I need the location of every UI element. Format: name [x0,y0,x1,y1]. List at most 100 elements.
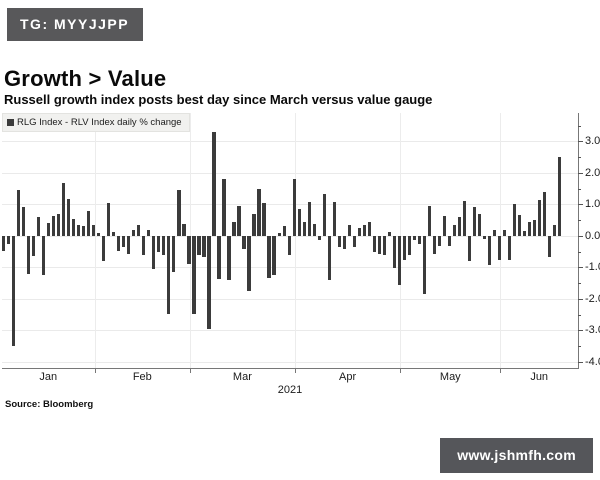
plot-area [2,113,578,368]
daily-change-bar [412,235,416,241]
daily-change-bar [17,190,21,236]
daily-change-bar [487,235,492,265]
daily-change-bar [212,131,216,236]
y-axis-major-tick [578,172,583,174]
daily-change-bar [317,235,321,241]
watermark-label: www.jshmfh.com [457,447,576,463]
daily-change-bar [187,235,191,265]
page-subtitle: Russell growth index posts best day sinc… [4,92,433,107]
daily-change-bar [517,215,522,236]
daily-change-bar [392,235,396,269]
horizontal-gridline [2,204,578,206]
y-axis-minor-tick [578,157,581,159]
daily-change-bar [117,235,121,252]
daily-change-bar [497,235,502,261]
horizontal-gridline [2,361,578,363]
horizontal-gridline [2,172,578,174]
x-axis-year-label: 2021 [277,384,303,396]
month-gridline [295,113,296,368]
daily-change-bar [197,235,201,256]
daily-change-bar [67,198,71,236]
daily-change-bar [547,235,552,258]
daily-change-bar [87,210,91,236]
y-axis-major-tick [578,330,583,332]
y-axis-major-tick [578,361,583,363]
y-axis-tick-label: -3.00 [585,324,600,337]
daily-change-bar [402,235,406,261]
y-axis-tick-label: -2.00 [585,292,600,305]
daily-change-bar [442,216,446,236]
daily-change-bar [462,200,467,236]
daily-change-bar [177,189,181,236]
watermark-badge: www.jshmfh.com [440,438,593,473]
daily-change-bar [2,235,6,252]
daily-change-bar [57,213,61,236]
x-axis-month-label: Jun [530,371,549,383]
daily-change-bar [552,225,557,236]
daily-change-bar [522,231,527,236]
x-axis-month-label: Jan [39,371,58,383]
daily-change-bar [322,193,326,236]
daily-change-bar [7,235,11,244]
legend-label: RLG Index - RLV Index daily % change [17,117,182,128]
horizontal-gridline [2,298,578,300]
daily-change-bar [432,235,436,254]
daily-change-bar [542,192,547,236]
daily-change-bar [137,225,141,236]
daily-change-bar [182,223,186,236]
daily-change-bar [527,222,532,236]
y-axis-major-tick [578,235,583,237]
daily-change-bar [32,235,36,257]
y-axis-tick-label: 2.00 [585,166,600,179]
y-axis-major-tick [578,267,583,269]
daily-change-bar [382,235,386,255]
y-axis-major-tick [578,298,583,300]
daily-change-bar [247,235,251,291]
x-axis-month-label: Apr [339,371,357,383]
legend-swatch-icon [7,119,14,126]
daily-change-bar [102,235,106,261]
daily-change-bar [477,213,482,236]
x-axis-month-label: May [439,371,461,383]
daily-change-bar [192,235,196,315]
daily-change-bar [287,235,291,256]
daily-change-bar [482,235,487,239]
daily-change-bar [422,235,426,294]
y-axis-tick-label: -4.00 [585,355,600,368]
daily-change-bar [47,223,51,236]
chart-legend: RLG Index - RLV Index daily % change [2,113,190,132]
x-axis-month-label: Mar [232,371,252,383]
x-axis-line [2,368,579,369]
daily-change-bar [222,179,226,236]
x-axis-month-tick [400,369,402,373]
month-gridline [94,113,96,368]
y-axis-minor-tick [578,314,581,316]
daily-change-bar [262,203,266,236]
daily-change-bar [512,203,517,236]
daily-change-bar [357,227,361,236]
y-axis-tick-label: 0.00 [585,229,600,242]
daily-change-bar [22,207,26,236]
daily-change-bar [82,226,86,236]
daily-change-bar [342,235,346,249]
daily-change-bar [397,235,401,286]
source-label: Source: Bloomberg [5,399,94,410]
daily-change-bar [292,179,296,236]
y-axis-minor-tick [578,251,581,253]
x-axis-month-label: Feb [132,371,152,383]
daily-change-bar [332,201,336,236]
y-axis-tick-label: 3.00 [585,135,600,148]
daily-change-bar [492,229,497,236]
daily-change-bar [532,219,537,236]
daily-change-bar [277,232,281,236]
daily-change-bar [27,235,31,274]
daily-change-bar [447,235,451,246]
daily-change-bar [77,224,81,236]
y-axis-minor-tick [578,125,581,127]
terminal-tag-label: TG: MYYJJPP [20,16,130,32]
daily-change-bar [157,235,161,253]
daily-change-bar [242,235,246,249]
daily-change-bar [227,235,231,280]
daily-change-bar [467,235,472,262]
daily-change-bar [507,235,512,261]
